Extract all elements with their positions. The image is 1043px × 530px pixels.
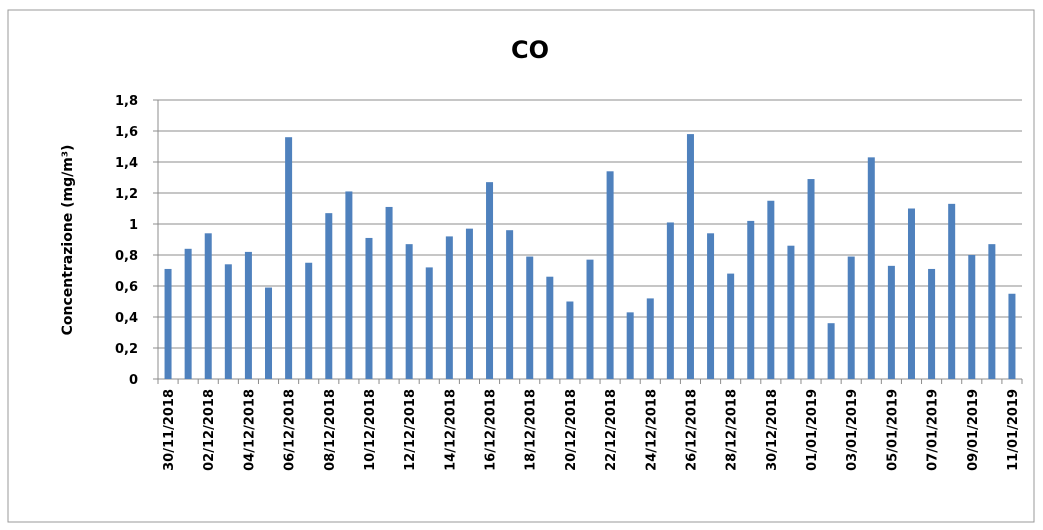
bar: [787, 245, 795, 379]
bar: [506, 230, 514, 379]
bar: [164, 268, 172, 379]
bar: [606, 171, 614, 379]
bar: [526, 256, 534, 379]
y-tick-label: 0,6: [115, 280, 138, 295]
bar: [285, 137, 293, 379]
x-tick-label: 14/12/2018: [443, 389, 458, 471]
bar: [204, 233, 212, 379]
x-tick-label: 28/12/2018: [725, 389, 740, 471]
bar: [948, 203, 956, 379]
bar: [707, 233, 715, 379]
x-tick-label: 02/12/2018: [202, 389, 217, 471]
bar: [465, 228, 473, 379]
bar: [626, 312, 634, 379]
x-tick-label: 24/12/2018: [644, 389, 659, 471]
bar: [727, 273, 735, 379]
bar: [666, 222, 674, 379]
bar: [405, 244, 413, 379]
bar: [686, 134, 694, 379]
x-tick-label: 11/01/2019: [1006, 389, 1021, 471]
y-tick-label: 0,2: [115, 342, 138, 357]
bar: [325, 213, 333, 379]
bar: [365, 237, 373, 379]
y-tick-label: 1,6: [115, 125, 138, 140]
x-tick-label: 30/11/2018: [162, 389, 177, 471]
x-tick-label: 08/12/2018: [323, 389, 338, 471]
y-tick-label: 1,2: [115, 187, 138, 202]
x-tick-label: 18/12/2018: [524, 389, 539, 471]
bar: [345, 191, 353, 379]
bar: [1008, 293, 1016, 379]
bar: [827, 323, 835, 379]
x-tick-label: 20/12/2018: [564, 389, 579, 471]
bar: [747, 220, 755, 379]
x-tick-label: 03/01/2019: [845, 389, 860, 471]
bar: [265, 287, 273, 379]
bar: [305, 262, 313, 379]
bar: [847, 256, 855, 379]
bar: [445, 236, 453, 379]
y-tick-label: 1: [129, 218, 138, 233]
chart-frame: [7, 9, 1035, 523]
x-tick-label: 30/12/2018: [765, 389, 780, 471]
bar: [928, 268, 936, 379]
bar: [907, 208, 915, 379]
x-tick-label: 09/01/2019: [966, 389, 981, 471]
x-tick-label: 05/01/2019: [885, 389, 900, 471]
x-tick-label: 07/01/2019: [926, 389, 941, 471]
bar: [968, 255, 976, 379]
bar: [546, 276, 554, 379]
bar: [887, 265, 895, 379]
bar: [807, 179, 815, 379]
x-tick-label: 10/12/2018: [363, 389, 378, 471]
x-tick-label: 01/01/2019: [805, 389, 820, 471]
bar: [646, 298, 654, 379]
y-tick-label: 1,4: [115, 156, 138, 171]
x-tick-label: 26/12/2018: [684, 389, 699, 471]
y-tick-label: 0: [129, 373, 138, 388]
x-tick-label: 04/12/2018: [242, 389, 257, 471]
bar: [224, 264, 232, 379]
x-tick-label: 12/12/2018: [403, 389, 418, 471]
x-tick-label: 22/12/2018: [604, 389, 619, 471]
y-axis-title: Concentrazione (mg/m³): [60, 145, 76, 336]
bar: [867, 157, 875, 379]
bar: [184, 248, 192, 379]
y-tick-label: 0,4: [115, 311, 138, 326]
chart-title: CO: [511, 36, 549, 64]
bar: [244, 251, 252, 379]
bar: [586, 259, 594, 379]
bar: [425, 267, 433, 379]
y-tick-label: 0,8: [115, 249, 138, 264]
bar: [566, 301, 574, 379]
bar: [486, 182, 494, 379]
x-tick-label: 06/12/2018: [283, 389, 298, 471]
bar: [988, 244, 996, 379]
bar: [767, 200, 775, 379]
y-tick-label: 1,8: [115, 94, 138, 109]
x-tick-label: 16/12/2018: [484, 389, 499, 471]
bar: [385, 206, 393, 379]
